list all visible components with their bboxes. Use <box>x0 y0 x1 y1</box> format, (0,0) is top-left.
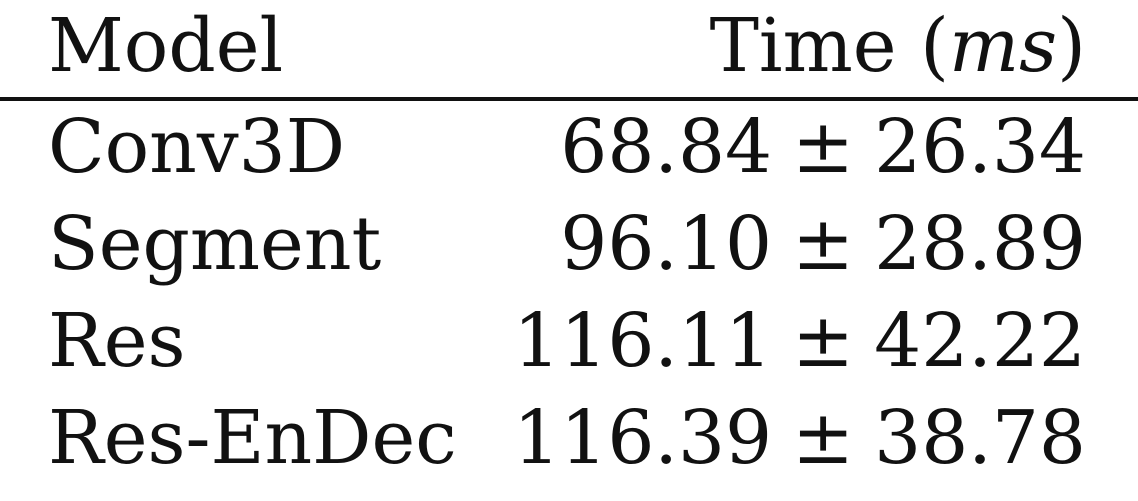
table-row: Conv3D 68.84 ±26.34 <box>0 101 1138 193</box>
time-mean: 68.84 <box>560 104 773 190</box>
plus-minus-symbol: ± <box>792 201 855 287</box>
model-column-header: Model <box>48 3 284 89</box>
plus-minus-symbol: ± <box>792 104 855 190</box>
time-error: 38.78 <box>874 395 1086 481</box>
time-cell: 96.10 ±28.89 <box>560 198 1086 290</box>
time-mean: 116.11 <box>513 298 773 384</box>
time-header-unit: ms <box>948 3 1058 89</box>
table-row: Res-EnDec 116.39 ±38.78 <box>0 392 1138 484</box>
table-header-row: Model Time (ms) <box>0 0 1138 92</box>
table-row: Res 116.11 ±42.22 <box>0 295 1138 387</box>
model-name: Res <box>48 298 186 384</box>
time-error: 42.22 <box>874 298 1086 384</box>
time-mean: 116.39 <box>513 395 773 481</box>
time-cell: 116.11 ±42.22 <box>513 295 1086 387</box>
time-cell: 116.39 ±38.78 <box>513 392 1086 484</box>
time-cell: 68.84 ±26.34 <box>560 101 1086 193</box>
time-mean: 96.10 <box>560 201 773 287</box>
time-header-label: Time <box>709 3 897 89</box>
header-divider <box>0 97 1138 101</box>
plus-minus-symbol: ± <box>792 298 855 384</box>
time-header-open-paren: ( <box>920 3 949 89</box>
time-error: 26.34 <box>874 104 1086 190</box>
model-name: Conv3D <box>48 104 346 190</box>
table-row: Segment 96.10 ±28.89 <box>0 198 1138 290</box>
model-name: Res-EnDec <box>48 395 457 481</box>
model-name: Segment <box>48 201 382 287</box>
time-header-close-paren: ) <box>1057 3 1086 89</box>
time-error: 28.89 <box>874 201 1086 287</box>
time-column-header: Time (ms) <box>710 0 1086 92</box>
plus-minus-symbol: ± <box>792 395 855 481</box>
table-body: Conv3D 68.84 ±26.34 Segment 96.10 ±28.89 R… <box>0 101 1138 501</box>
